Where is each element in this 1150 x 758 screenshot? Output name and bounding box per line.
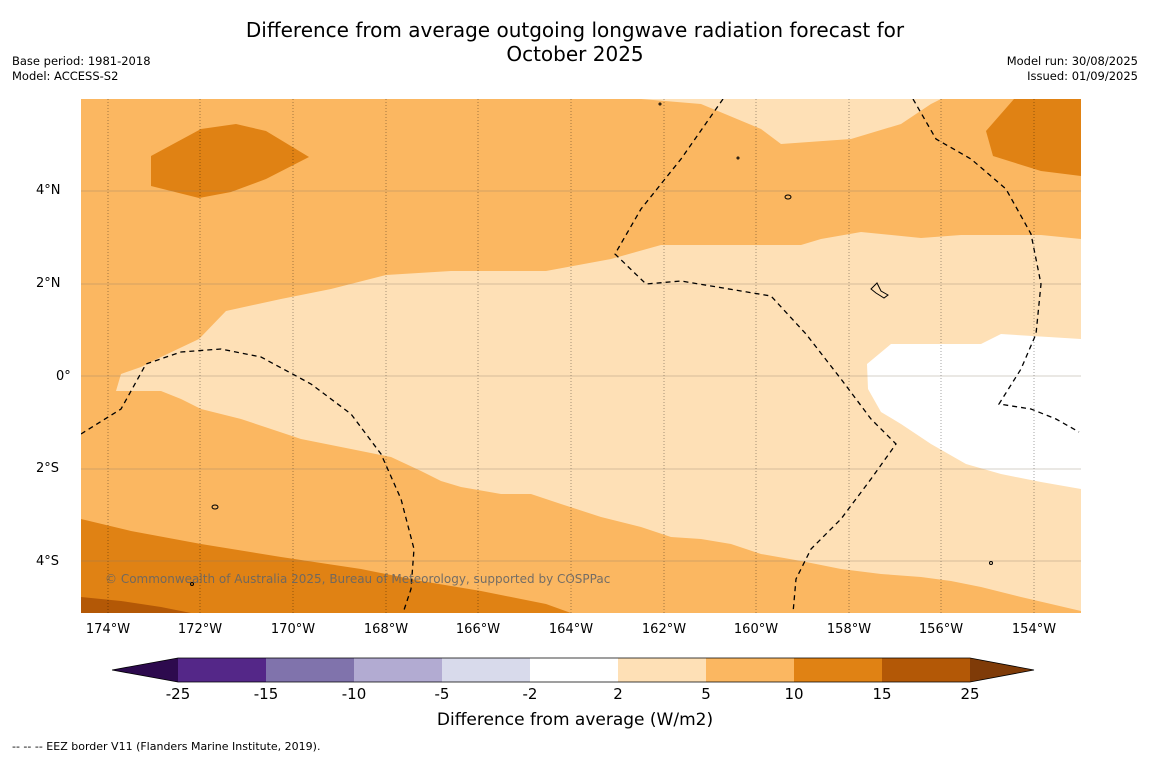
model-text: Model: ACCESS-S2 (12, 69, 119, 83)
colorbar-tick-neg15: -15 (253, 685, 279, 703)
eez-borders (81, 99, 1080, 613)
lon-label-160w: 160°W (733, 622, 779, 637)
band-15-25-southwest (81, 597, 191, 613)
colorbar-bin-neg10-neg5 (354, 658, 442, 682)
band-10-15-south (81, 519, 571, 613)
colorbar-tick-15: 15 (872, 685, 892, 703)
band-10-15-northeast (986, 99, 1081, 176)
lat-label-4s: 4°S (36, 554, 60, 569)
band-10-15-northwest (151, 124, 309, 198)
colorbar-tick-neg5: -5 (434, 685, 450, 703)
colorbar-outline (111, 657, 1035, 683)
lat-label-2s: 2°S (36, 461, 60, 476)
issued-text: Issued: 01/09/2025 (1027, 69, 1138, 83)
eez-legend-note: -- -- -- EEZ border V11 (Flanders Marine… (12, 740, 321, 753)
colorbar (111, 656, 1040, 686)
colorbar-tick-25: 25 (960, 685, 980, 703)
colorbar-bin-2-5 (618, 658, 706, 682)
colorbar-extend-high (970, 658, 1034, 682)
colorbar-tick-neg25: -25 (165, 685, 191, 703)
meta-left: Base period: 1981-2018 Model: ACCESS-S2 (12, 54, 151, 84)
model-run-text: Model run: 30/08/2025 (1006, 54, 1138, 68)
colorbar-bin-15-25 (882, 658, 970, 682)
colorbar-bin-neg2-2 (530, 658, 618, 682)
meta-right: Model run: 30/08/2025 Issued: 01/09/2025 (1007, 54, 1138, 84)
map-title: Difference from average outgoing longwav… (0, 18, 1150, 66)
latitude-gridlines (81, 190, 1081, 562)
map-title-line-2: October 2025 (506, 42, 644, 66)
lon-label-166w: 166°W (455, 622, 501, 637)
colorbar-bin-neg5-neg2 (442, 658, 530, 682)
colorbar-tick-10: 10 (784, 685, 804, 703)
island-outlines (190, 102, 993, 586)
lon-label-162w: 162°W (641, 622, 687, 637)
map-panel[interactable] (81, 99, 1081, 613)
colorbar-tick-neg2: -2 (522, 685, 538, 703)
band-near-zero-east (867, 334, 1081, 489)
colorbar-bin-10-15 (794, 658, 882, 682)
lon-label-158w: 158°W (826, 622, 872, 637)
lat-label-0: 0° (56, 369, 71, 384)
base-period-text: Base period: 1981-2018 (12, 54, 151, 68)
colorbar-svg (111, 657, 1035, 683)
lon-label-164w: 164°W (548, 622, 594, 637)
copyright-notice: © Commonwealth of Australia 2025, Bureau… (105, 572, 611, 586)
lon-label-170w: 170°W (270, 622, 316, 637)
colorbar-title: Difference from average (W/m2) (436, 710, 714, 730)
lon-label-156w: 156°W (918, 622, 964, 637)
colorbar-bin-neg15-neg10 (266, 658, 354, 682)
colorbar-extend-low (112, 658, 178, 682)
lon-label-168w: 168°W (363, 622, 409, 637)
lon-label-172w: 172°W (177, 622, 223, 637)
lat-label-4n: 4°N (36, 183, 61, 198)
map-title-line-1: Difference from average outgoing longwav… (245, 18, 905, 42)
colorbar-bin-5-10 (706, 658, 794, 682)
lon-label-174w: 174°W (85, 622, 131, 637)
colorbar-tick-neg10: -10 (341, 685, 367, 703)
lat-label-2n: 2°N (36, 276, 61, 291)
map-svg (81, 99, 1081, 613)
colorbar-bin-neg25-neg15 (178, 658, 266, 682)
lon-label-154w: 154°W (1011, 622, 1057, 637)
colorbar-tick-2: 2 (613, 685, 623, 703)
colorbar-tick-5: 5 (701, 685, 711, 703)
band-5-10-north (81, 99, 1081, 613)
